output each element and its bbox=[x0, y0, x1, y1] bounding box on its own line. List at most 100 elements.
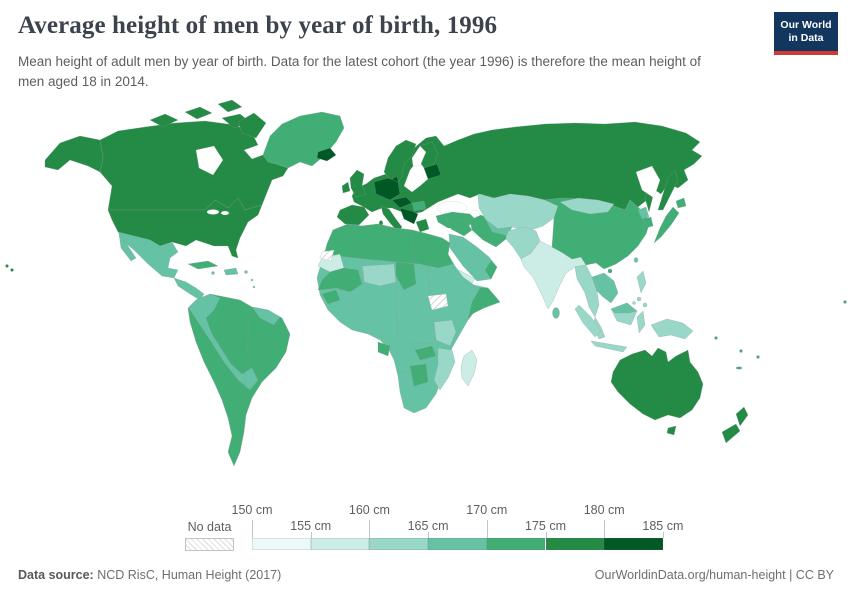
country-new-guinea[interactable] bbox=[650, 318, 694, 340]
country-chad[interactable] bbox=[395, 261, 417, 291]
legend-tick-label: 165 cm bbox=[407, 519, 449, 533]
country-hispaniola[interactable] bbox=[223, 267, 239, 276]
country-botswana[interactable] bbox=[409, 363, 429, 387]
country-jamaica[interactable] bbox=[211, 271, 215, 275]
country-solomon-islands[interactable] bbox=[714, 336, 718, 340]
legend-tick-label: 160 cm bbox=[348, 503, 390, 517]
country-western-sahara[interactable] bbox=[319, 249, 335, 262]
country-mozambique[interactable] bbox=[433, 347, 456, 391]
country-oman[interactable] bbox=[484, 260, 498, 280]
country-usa-alaska[interactable] bbox=[44, 135, 104, 173]
country-canada-arctic-island[interactable] bbox=[149, 113, 179, 128]
country-baltics[interactable] bbox=[423, 163, 442, 180]
country-fiji[interactable] bbox=[756, 355, 760, 359]
country-antilles[interactable] bbox=[252, 285, 256, 289]
country-vanuatu[interactable] bbox=[739, 349, 743, 353]
legend-swatch-175-180[interactable] bbox=[545, 538, 605, 550]
country-andes[interactable] bbox=[187, 293, 259, 391]
country-china-hainan[interactable] bbox=[607, 268, 613, 274]
country-mongolia[interactable] bbox=[559, 197, 615, 215]
country-sumatra[interactable] bbox=[574, 304, 602, 338]
country-madagascar[interactable] bbox=[460, 349, 478, 387]
country-somalia[interactable] bbox=[467, 287, 501, 321]
country-mexico[interactable] bbox=[117, 231, 179, 279]
legend-swatch-160-165[interactable] bbox=[369, 538, 429, 550]
country-japan[interactable] bbox=[653, 206, 680, 244]
legend-swatch-180-185[interactable] bbox=[604, 538, 663, 550]
legend-tick-label: 150 cm bbox=[231, 503, 273, 517]
country-antilles[interactable] bbox=[250, 278, 254, 282]
page-subtitle: Mean height of adult men by year of birt… bbox=[18, 54, 701, 90]
owid-logo-line1: Our World bbox=[780, 19, 832, 31]
country-greenland[interactable] bbox=[262, 111, 345, 169]
owid-logo-text: Our World in Data bbox=[774, 12, 838, 52]
country-cuba[interactable] bbox=[187, 260, 219, 270]
owid-logo-line2: in Data bbox=[788, 32, 824, 45]
country-mexico-baja[interactable] bbox=[118, 233, 137, 262]
country-tanzania[interactable] bbox=[433, 319, 457, 347]
country-puerto-rico[interactable] bbox=[244, 270, 248, 274]
sea-of-okhotsk bbox=[635, 165, 661, 199]
legend-tick-line bbox=[252, 520, 253, 538]
legend-swatch-165-170[interactable] bbox=[428, 538, 487, 550]
country-canada-baffin[interactable] bbox=[237, 112, 267, 139]
country-central-america[interactable] bbox=[173, 277, 205, 301]
country-indochina[interactable] bbox=[591, 272, 619, 304]
hudson-bay bbox=[195, 145, 224, 176]
country-australia-tasmania[interactable] bbox=[666, 425, 677, 436]
country-niger[interactable] bbox=[361, 263, 397, 287]
country-south-korea[interactable] bbox=[642, 216, 654, 229]
great-lakes bbox=[206, 209, 220, 215]
country-new-caledonia[interactable] bbox=[735, 366, 743, 370]
country-philippines[interactable] bbox=[636, 270, 647, 294]
country-gabon[interactable] bbox=[377, 341, 391, 357]
country-new-zealand-north[interactable] bbox=[735, 406, 749, 427]
country-usa-hawaii[interactable] bbox=[5, 264, 9, 268]
country-germany-netherlands[interactable] bbox=[373, 177, 401, 201]
country-south-sudan[interactable] bbox=[427, 293, 449, 311]
region-north-africa[interactable] bbox=[325, 223, 454, 269]
country-iberia[interactable] bbox=[336, 204, 370, 226]
country-taiwan[interactable] bbox=[633, 257, 639, 263]
country-sri-lanka[interactable] bbox=[552, 307, 560, 319]
country-new-zealand-south[interactable] bbox=[721, 423, 741, 444]
country-australia[interactable] bbox=[610, 347, 704, 421]
owid-logo[interactable]: Our World in Data bbox=[774, 12, 838, 56]
country-mali-senegal[interactable] bbox=[317, 267, 363, 293]
country-canada[interactable] bbox=[99, 120, 289, 211]
country-philippines-island[interactable] bbox=[632, 301, 636, 305]
country-japan-hokkaido[interactable] bbox=[675, 197, 687, 209]
country-hungary[interactable] bbox=[411, 200, 427, 212]
legend-swatch-170-175[interactable] bbox=[486, 538, 546, 550]
country-java[interactable] bbox=[590, 340, 628, 353]
country-canada-arctic-island[interactable] bbox=[184, 106, 213, 120]
country-pacific-island[interactable] bbox=[843, 300, 847, 304]
country-iceland[interactable] bbox=[316, 147, 337, 162]
legend-tick-label: 155 cm bbox=[290, 519, 332, 533]
country-usa-hawaii[interactable] bbox=[10, 268, 14, 272]
legend-no-data-swatch[interactable] bbox=[185, 538, 234, 551]
legend-tick-line bbox=[486, 520, 488, 538]
legend-tick-line bbox=[310, 532, 312, 538]
country-ireland[interactable] bbox=[341, 181, 351, 194]
country-borneo-malaysia[interactable] bbox=[610, 302, 638, 314]
legend-swatch-155-160[interactable] bbox=[310, 538, 370, 550]
country-guyanas[interactable] bbox=[251, 306, 281, 326]
country-russia-kamchatka[interactable] bbox=[657, 169, 679, 211]
country-zambia[interactable] bbox=[414, 345, 437, 361]
country-myanmar-thailand[interactable] bbox=[574, 264, 600, 318]
country-guinea[interactable] bbox=[321, 289, 341, 305]
legend-swatch-150-155[interactable] bbox=[252, 538, 311, 550]
country-sulawesi[interactable] bbox=[636, 310, 646, 334]
country-north-korea[interactable] bbox=[637, 206, 650, 220]
country-canada-arctic-island[interactable] bbox=[217, 99, 243, 113]
legend-tick-label: 170 cm bbox=[466, 503, 508, 517]
country-philippines-island[interactable] bbox=[642, 302, 648, 308]
country-balkans[interactable] bbox=[399, 207, 419, 225]
footer-link[interactable]: OurWorldinData.org/human-height | CC BY bbox=[594, 568, 834, 582]
country-united-kingdom[interactable] bbox=[349, 169, 367, 198]
border-africa bbox=[361, 255, 365, 283]
country-philippines-island[interactable] bbox=[636, 296, 642, 302]
country-iraq-levant[interactable] bbox=[449, 218, 473, 237]
country-greece[interactable] bbox=[415, 218, 430, 233]
